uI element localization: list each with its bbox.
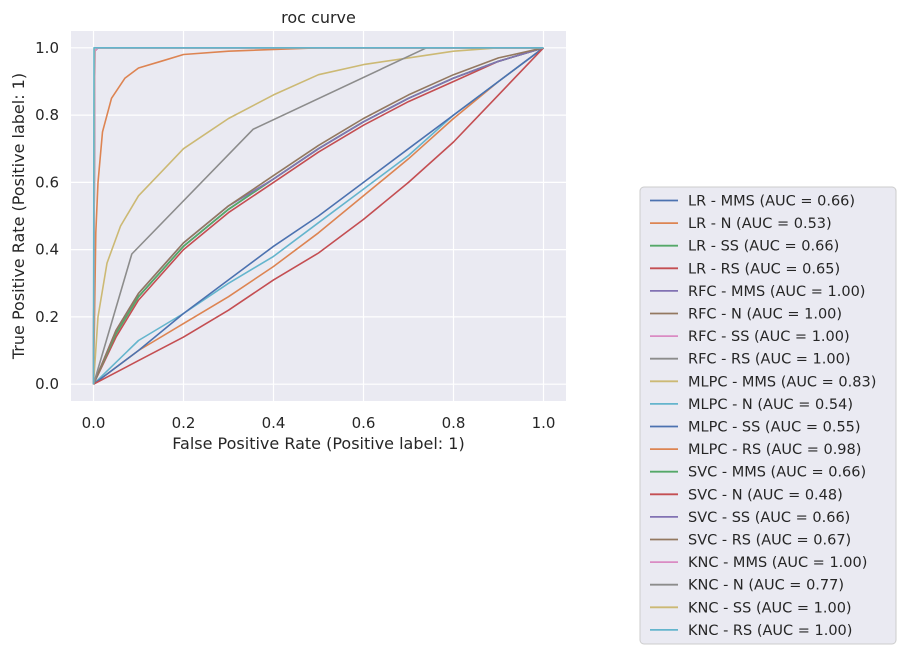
series-line	[92, 47, 544, 385]
y-tick-labels: 0.0 0.2 0.4 0.6 0.8 1.0	[35, 39, 59, 393]
legend-label: MLPC - RS (AUC = 0.98)	[688, 442, 861, 458]
y-tick-label: 0.0	[35, 375, 59, 393]
chart-title: roc curve	[281, 8, 356, 27]
x-tick-label: 0.8	[442, 414, 466, 432]
legend-label: KNC - RS (AUC = 1.00)	[688, 623, 852, 639]
series-line	[93, 47, 545, 385]
legend-frame	[639, 186, 897, 645]
legend-label: SVC - SS (AUC = 0.66)	[688, 510, 850, 526]
legend: LR - MMS (AUC = 0.66) LR - N (AUC = 0.53)…	[639, 186, 897, 645]
legend-label: MLPC - N (AUC = 0.54)	[688, 397, 853, 413]
y-axis-label: True Positive Rate (Positive label: 1)	[9, 73, 28, 360]
legend-label: LR - SS (AUC = 0.66)	[688, 239, 839, 255]
legend-label: LR - MMS (AUC = 0.66)	[688, 194, 855, 210]
x-tick-label: 0.2	[172, 414, 196, 432]
x-tick-labels: 0.0 0.2 0.4 0.6 0.8 1.0	[82, 414, 556, 432]
series-line	[93, 47, 544, 385]
legend-label: LR - N (AUC = 0.53)	[688, 216, 832, 232]
legend-label: RFC - RS (AUC = 1.00)	[688, 352, 851, 368]
x-tick-label: 0.0	[82, 414, 106, 432]
x-axis-label: False Positive Rate (Positive label: 1)	[172, 434, 464, 453]
legend-label: RFC - SS (AUC = 1.00)	[688, 329, 850, 345]
legend-label: KNC - N (AUC = 0.77)	[688, 578, 844, 594]
y-tick-label: 0.8	[35, 106, 59, 124]
y-tick-label: 0.6	[35, 173, 59, 191]
grid-lines	[71, 31, 566, 401]
legend-label: SVC - RS (AUC = 0.67)	[688, 533, 851, 549]
series-lines	[92, 46, 545, 385]
series-line	[92, 46, 544, 385]
legend-label: RFC - N (AUC = 1.00)	[688, 307, 842, 323]
x-tick-label: 0.6	[352, 414, 376, 432]
x-tick-label: 1.0	[532, 414, 556, 432]
legend-label: LR - RS (AUC = 0.65)	[688, 261, 840, 277]
legend-label: SVC - MMS (AUC = 0.66)	[688, 465, 866, 481]
series-line	[92, 46, 544, 385]
legend-label: SVC - N (AUC = 0.48)	[688, 487, 843, 503]
legend-label: MLPC - MMS (AUC = 0.83)	[688, 374, 876, 390]
y-tick-label: 0.4	[35, 241, 59, 259]
x-tick-label: 0.4	[262, 414, 286, 432]
legend-label: KNC - SS (AUC = 1.00)	[688, 600, 852, 616]
y-tick-label: 0.2	[35, 308, 59, 326]
legend-label: KNC - MMS (AUC = 1.00)	[688, 555, 867, 571]
legend-label: MLPC - SS (AUC = 0.55)	[688, 420, 861, 436]
legend-label: RFC - MMS (AUC = 1.00)	[688, 284, 865, 300]
series-line	[92, 47, 544, 385]
series-line	[93, 47, 544, 385]
y-tick-label: 1.0	[35, 39, 59, 57]
